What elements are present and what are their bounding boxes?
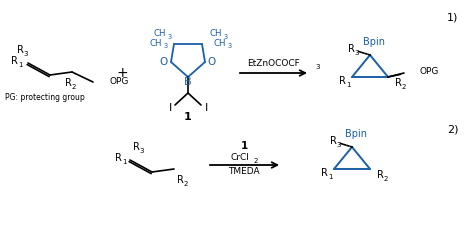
Text: 1: 1 [184,112,192,122]
Text: 1: 1 [346,82,350,88]
Text: R: R [348,44,355,54]
Text: 2: 2 [72,84,76,90]
Text: R: R [132,142,139,152]
Text: CH: CH [150,38,162,47]
Text: 2: 2 [384,176,388,182]
Text: R: R [339,76,345,86]
Text: 3: 3 [168,34,172,40]
Text: Bpin: Bpin [345,129,367,139]
Text: EtZnOCOCF: EtZnOCOCF [247,58,299,68]
Text: 3: 3 [228,43,232,49]
Text: CH: CH [210,29,222,38]
Text: OPG: OPG [420,67,439,76]
Text: 1): 1) [447,13,459,23]
Text: CH: CH [214,38,226,47]
Text: R: R [329,136,336,146]
Text: 2: 2 [254,158,258,164]
Text: Bpin: Bpin [363,37,385,47]
Text: PG: protecting group: PG: protecting group [5,92,85,101]
Text: CH: CH [154,29,166,38]
Text: I: I [205,103,208,113]
Text: 3: 3 [164,43,168,49]
Text: 1: 1 [18,62,22,68]
Text: I: I [168,103,171,113]
Text: 1: 1 [328,174,332,180]
Text: R: R [65,78,71,88]
Text: 1: 1 [122,159,126,165]
Text: R: R [377,170,384,180]
Text: TMEDA: TMEDA [228,166,260,176]
Text: 3: 3 [355,50,359,56]
Text: 2: 2 [402,84,406,90]
Text: 3: 3 [140,148,144,154]
Text: CrCl: CrCl [231,153,249,162]
Text: B: B [184,77,192,87]
Text: OPG: OPG [109,77,128,86]
Text: +: + [116,66,128,80]
Text: O: O [208,57,216,67]
Text: 3: 3 [315,64,320,70]
Text: 2: 2 [184,181,188,187]
Text: R: R [115,153,122,163]
Text: R: R [321,168,328,178]
Text: 1: 1 [240,141,247,151]
Text: R: R [395,78,401,88]
Text: O: O [160,57,168,67]
Text: 3: 3 [224,34,228,40]
Text: R: R [11,56,17,66]
Text: 3: 3 [337,142,341,148]
Text: R: R [177,175,184,185]
Text: R: R [17,45,23,55]
Text: 2): 2) [447,125,459,135]
Text: 3: 3 [24,51,28,57]
